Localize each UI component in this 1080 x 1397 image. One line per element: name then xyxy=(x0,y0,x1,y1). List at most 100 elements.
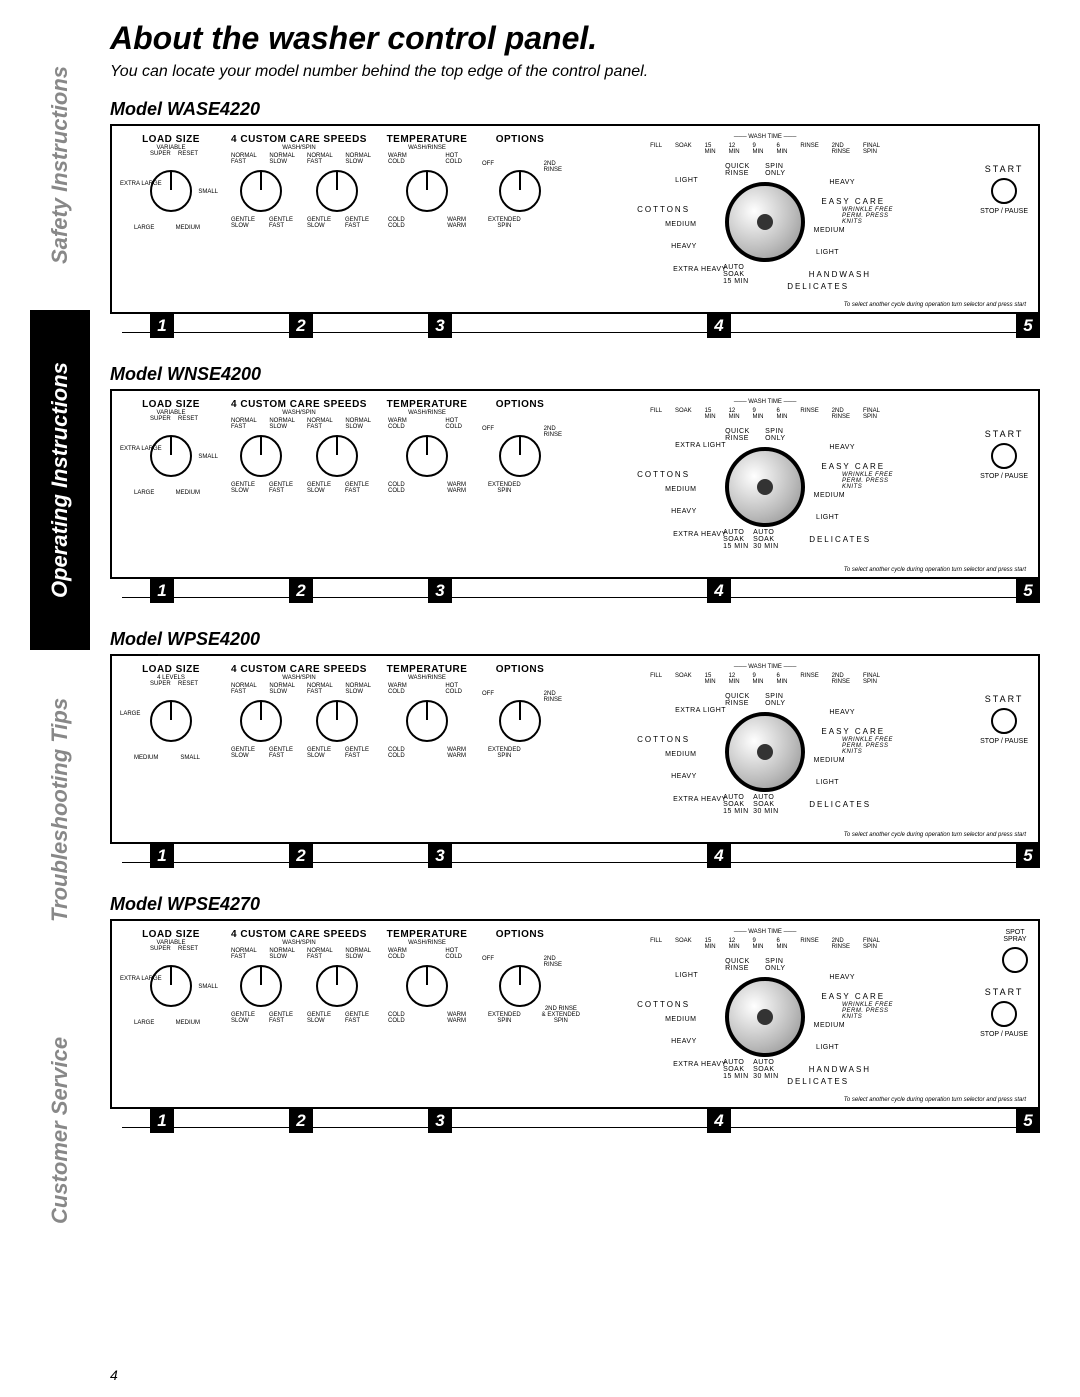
panel-footer-note: To select another cycle during operation… xyxy=(844,567,1026,573)
callout-number: 2 xyxy=(289,1109,313,1133)
cycle-selector-knob[interactable] xyxy=(725,447,805,527)
temperature-title: TEMPERATURE xyxy=(387,399,468,410)
stop-pause-label: STOP / PAUSE xyxy=(980,473,1028,480)
options-title: OPTIONS xyxy=(496,399,545,410)
control-panel: LOAD SIZE VARIABLE SUPER RESET EXTRA LAR… xyxy=(110,124,1040,314)
callout-row: 12345 xyxy=(110,844,1040,880)
callout-number: 1 xyxy=(150,579,174,603)
spot-spray-label: SPOTSPRAY xyxy=(1002,929,1028,943)
wash-time-scale: FILLSOAK15MIN12MIN9MIN6MINRINSE2NDRINSEF… xyxy=(650,938,880,950)
model-label: Model WNSE4200 xyxy=(110,364,1040,385)
options-knob[interactable] xyxy=(499,435,541,477)
speeds-title: 4 CUSTOM CARE SPEEDS xyxy=(231,664,367,675)
panel-footer-note: To select another cycle during operation… xyxy=(844,1097,1026,1103)
control-panel: LOAD SIZE VARIABLE SUPER RESET EXTRA LAR… xyxy=(110,919,1040,1109)
speeds-title: 4 CUSTOM CARE SPEEDS xyxy=(231,399,367,410)
page-number: 4 xyxy=(110,1367,118,1383)
callout-number: 4 xyxy=(707,844,731,868)
wash-time-scale: FILLSOAK15MIN12MIN9MIN6MINRINSE2NDRINSEF… xyxy=(650,408,880,420)
temperature-title: TEMPERATURE xyxy=(387,134,468,145)
options-knob[interactable] xyxy=(499,170,541,212)
start-label: START xyxy=(980,987,1028,997)
page-subtitle: You can locate your model number behind … xyxy=(110,63,1040,81)
load-size-knob[interactable] xyxy=(150,170,192,212)
start-label: START xyxy=(980,429,1028,439)
control-panel: LOAD SIZE VARIABLE SUPER RESET EXTRA LAR… xyxy=(110,389,1040,579)
options-knob[interactable] xyxy=(499,700,541,742)
cycle-selector-knob[interactable] xyxy=(725,182,805,262)
speeds-title: 4 CUSTOM CARE SPEEDS xyxy=(231,929,367,940)
options-title: OPTIONS xyxy=(496,929,545,940)
callout-number: 5 xyxy=(1016,844,1040,868)
callout-number: 4 xyxy=(707,314,731,338)
wash-time-scale: FILLSOAK15MIN12MIN9MIN6MINRINSE2NDRINSEF… xyxy=(650,143,880,155)
callout-number: 3 xyxy=(428,579,452,603)
callout-number: 2 xyxy=(289,314,313,338)
start-button[interactable] xyxy=(991,708,1017,734)
callout-row: 1 2 3 4 5 xyxy=(110,314,1040,350)
model-label: Model WPSE4270 xyxy=(110,894,1040,915)
callout-number: 2 xyxy=(289,844,313,868)
start-button[interactable] xyxy=(991,443,1017,469)
spot-spray-block: SPOTSPRAY xyxy=(1002,929,1028,977)
stop-pause-label: STOP / PAUSE xyxy=(980,208,1028,215)
load-size-title: LOAD SIZE xyxy=(142,664,200,675)
temperature-knob[interactable] xyxy=(406,700,448,742)
options-title: OPTIONS xyxy=(496,664,545,675)
cycle-selector-block: ─── WASH TIME ─── FILLSOAK15MIN12MIN9MIN… xyxy=(564,664,966,832)
speed-knob-2[interactable] xyxy=(316,965,358,1007)
start-label: START xyxy=(980,164,1028,174)
options-knob[interactable] xyxy=(499,965,541,1007)
speed-knob-1[interactable] xyxy=(240,435,282,477)
options-title: OPTIONS xyxy=(496,134,545,145)
load-size-knob[interactable] xyxy=(150,435,192,477)
speed-knob-2[interactable] xyxy=(316,700,358,742)
model-label: Model WPSE4200 xyxy=(110,629,1040,650)
temperature-knob[interactable] xyxy=(406,965,448,1007)
sidebar-troubleshooting: Troubleshooting Tips xyxy=(30,650,90,970)
sidebar-operating: Operating Instructions xyxy=(30,310,90,650)
page-title: About the washer control panel. xyxy=(110,20,1040,57)
load-size-knob[interactable] xyxy=(150,700,192,742)
load-size-title: LOAD SIZE xyxy=(142,134,200,145)
speed-knob-1[interactable] xyxy=(240,170,282,212)
speed-knob-2[interactable] xyxy=(316,435,358,477)
callout-number: 5 xyxy=(1016,579,1040,603)
panel-footer-note: To select another cycle during operation… xyxy=(844,832,1026,838)
callout-number: 5 xyxy=(1016,314,1040,338)
cycle-selector-knob[interactable] xyxy=(725,712,805,792)
callout-number: 4 xyxy=(707,1109,731,1133)
model-label: Model WASE4220 xyxy=(110,99,1040,120)
stop-pause-label: STOP / PAUSE xyxy=(980,1031,1028,1038)
stop-pause-label: STOP / PAUSE xyxy=(980,738,1028,745)
callout-number: 3 xyxy=(428,314,452,338)
main-content: About the washer control panel. You can … xyxy=(110,20,1040,1377)
callout-row: 12345 xyxy=(110,1109,1040,1145)
speed-knob-2[interactable] xyxy=(316,170,358,212)
spot-spray-button[interactable] xyxy=(1002,947,1028,973)
speed-knob-1[interactable] xyxy=(240,700,282,742)
callout-number: 3 xyxy=(428,1109,452,1133)
callout-number: 2 xyxy=(289,579,313,603)
callout-number: 3 xyxy=(428,844,452,868)
sidebar: Safety Instructions Operating Instructio… xyxy=(30,20,90,1377)
load-size-knob[interactable] xyxy=(150,965,192,1007)
temperature-knob[interactable] xyxy=(406,170,448,212)
temperature-title: TEMPERATURE xyxy=(387,929,468,940)
speed-knob-1[interactable] xyxy=(240,965,282,1007)
control-panel: LOAD SIZE 4 LEVELS SUPER RESET LARGE MED… xyxy=(110,654,1040,844)
callout-number: 1 xyxy=(150,314,174,338)
cycle-selector-block: ─── WASH TIME ─── FILLSOAK15MIN12MIN9MIN… xyxy=(564,399,966,567)
load-size-title: LOAD SIZE xyxy=(142,399,200,410)
cycle-selector-block: ─── WASH TIME ─── FILLSOAK15MIN12MIN9MIN… xyxy=(564,134,966,302)
sidebar-safety: Safety Instructions xyxy=(30,20,90,310)
callout-number: 4 xyxy=(707,579,731,603)
start-label: START xyxy=(980,694,1028,704)
cycle-selector-block: ─── WASH TIME ─── FILLSOAK15MIN12MIN9MIN… xyxy=(564,929,966,1097)
start-button[interactable] xyxy=(991,178,1017,204)
cycle-selector-knob[interactable] xyxy=(725,977,805,1057)
sidebar-customer-service: Customer Service xyxy=(30,970,90,1290)
temperature-knob[interactable] xyxy=(406,435,448,477)
temperature-title: TEMPERATURE xyxy=(387,664,468,675)
start-button[interactable] xyxy=(991,1001,1017,1027)
